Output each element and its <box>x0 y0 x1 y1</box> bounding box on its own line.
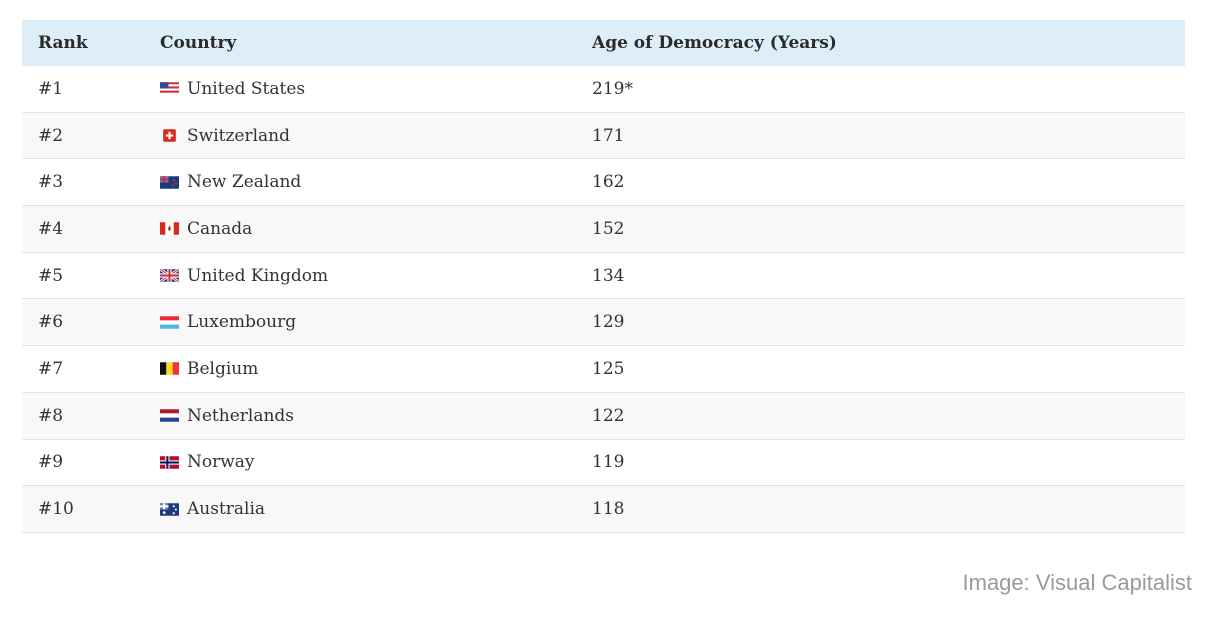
table-cell: Norway <box>160 440 255 486</box>
flag-icon <box>160 409 179 422</box>
flag-icon <box>160 316 179 329</box>
country: United States <box>187 78 306 99</box>
rank: #7 <box>38 358 64 379</box>
table-cell: Belgium <box>160 346 258 392</box>
table-cell: United States <box>160 66 305 112</box>
table-cell: #2 <box>38 113 63 159</box>
flag-icon <box>160 222 179 235</box>
rank: #1 <box>38 78 64 99</box>
country: Switzerland <box>187 125 291 146</box>
table-cell: 134 <box>592 253 624 299</box>
age: 152 <box>592 218 625 239</box>
table-cell: 125 <box>592 346 624 392</box>
table-cell: 171 <box>592 113 624 159</box>
flag-icon <box>160 82 179 95</box>
rank: #9 <box>38 452 64 473</box>
header-cell: Age of Democracy (Years) <box>592 33 837 53</box>
country: Canada <box>187 218 253 239</box>
table-cell: 118 <box>592 486 624 532</box>
table-cell: 122 <box>592 393 624 439</box>
table-cell: #1 <box>38 66 63 112</box>
age: 125 <box>592 358 625 379</box>
table-cell: Switzerland <box>160 113 290 159</box>
table-cell: #3 <box>38 159 63 205</box>
flag-icon <box>160 362 179 375</box>
table-cell: New Zealand <box>160 159 301 205</box>
header-cell: Rank <box>38 33 88 53</box>
table-row: #10 Australia 118 <box>22 486 1185 533</box>
table-cell: Netherlands <box>160 393 294 439</box>
table-cell: Australia <box>160 486 265 532</box>
age: 162 <box>592 172 625 193</box>
country: United Kingdom <box>187 265 329 286</box>
table-row: #3 New Zealand 162 <box>22 159 1185 207</box>
table-cell: Luxembourg <box>160 299 296 345</box>
country: New Zealand <box>187 172 302 193</box>
caption: Image: Visual Capitalist <box>962 570 1193 595</box>
flag-icon <box>160 176 179 189</box>
rank: #2 <box>38 125 64 146</box>
table: Rank Country Age of Democracy (Years) #1… <box>22 20 1185 533</box>
country: Luxembourg <box>187 312 297 333</box>
table-cell: #4 <box>38 206 63 252</box>
age: 122 <box>592 405 625 426</box>
table-row: #2 Switzerland 171 <box>22 112 1185 160</box>
flag-icon <box>160 456 179 469</box>
country: Norway <box>187 452 255 473</box>
table-cell: #7 <box>38 346 63 392</box>
table-row: #5 United Kingdom 134 <box>22 253 1185 300</box>
table-cell: #10 <box>38 486 74 532</box>
flag-icon <box>160 503 179 516</box>
table-cell: 162 <box>592 159 624 205</box>
age: 219* <box>592 78 633 99</box>
flag-icon <box>160 269 179 282</box>
country: Belgium <box>187 358 259 379</box>
table-row: #8 Netherlands 122 <box>22 392 1185 440</box>
table-cell: #9 <box>38 440 63 486</box>
rank: #4 <box>38 218 64 239</box>
country: Australia <box>187 499 266 520</box>
table-row: #9 Norway 119 <box>22 440 1185 487</box>
table-cell: 119 <box>592 440 624 486</box>
age: 129 <box>592 312 625 333</box>
table-row: #1 United States 219* <box>22 66 1185 113</box>
rank: #3 <box>38 172 64 193</box>
table-row: #4 Canada 152 <box>22 206 1185 253</box>
age: 171 <box>592 125 625 146</box>
rank: #6 <box>38 312 64 333</box>
table-cell: United Kingdom <box>160 253 328 299</box>
age: 118 <box>592 499 625 520</box>
age: 134 <box>592 265 625 286</box>
table-cell: #5 <box>38 253 63 299</box>
table-cell: 129 <box>592 299 624 345</box>
table-row: #7 Belgium 125 <box>22 346 1185 393</box>
rank: #8 <box>38 405 64 426</box>
table-cell: Canada <box>160 206 252 252</box>
table-row: #6 Luxembourg 129 <box>22 299 1185 347</box>
table-cell: 219* <box>592 66 633 112</box>
table-cell: #6 <box>38 299 63 345</box>
rank: #10 <box>38 499 74 520</box>
table-cell: #8 <box>38 393 63 439</box>
table-cell: 152 <box>592 206 624 252</box>
rank: #5 <box>38 265 64 286</box>
header-cell: Country <box>160 33 237 53</box>
country: Netherlands <box>187 405 295 426</box>
flag-icon <box>160 129 179 142</box>
header-row: Rank Country Age of Democracy (Years) <box>22 20 1185 66</box>
age: 119 <box>592 452 625 473</box>
